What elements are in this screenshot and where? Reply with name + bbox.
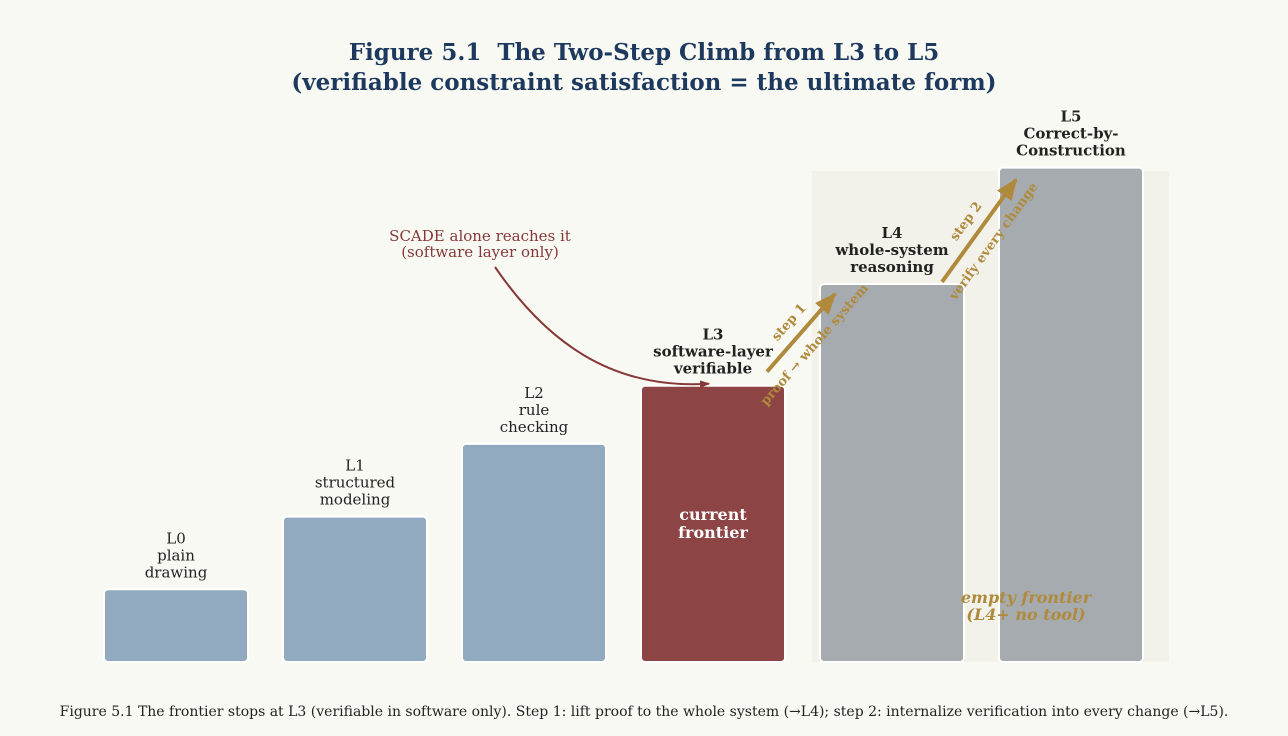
bar-l2 [461, 442, 607, 664]
bar-l0 [103, 588, 249, 664]
empty-frontier-label-line-1: empty frontier [961, 588, 1093, 607]
figure-caption: Figure 5.1 The frontier stops at L3 (ver… [59, 704, 1229, 720]
step-1-arrow [765, 292, 837, 374]
bar-label-l4-line-2: whole-system [834, 241, 948, 259]
bar-label-l5-line-1: L5 [1061, 108, 1082, 126]
bar-label-l2-line-2: rule [519, 401, 550, 419]
bar-label-l5-line-2: Correct-by- [1023, 125, 1118, 143]
bar-label-l3-line-1: L3 [703, 326, 724, 344]
step-1-label-line-1: step 1 [769, 301, 809, 344]
scade-arrow [494, 266, 710, 389]
current-frontier-label-line-1: current [679, 505, 747, 524]
bar-label-l0-line-1: L0 [166, 529, 186, 547]
current-frontier-label-line-2: frontier [678, 523, 748, 542]
chart-title-line-2: (verifiable constraint satisfaction = th… [291, 69, 997, 96]
bar-label-l1-line-3: modeling [320, 491, 391, 509]
scade-annotation-line-1: SCADE alone reaches it [389, 227, 571, 245]
bar-label-l0-line-2: plain [157, 546, 195, 564]
bar-l1 [282, 515, 428, 664]
bar-l5 [998, 166, 1144, 664]
bar-l3 [640, 384, 786, 663]
bar-label-l1-line-2: structured [315, 474, 396, 492]
scade-annotation-line-2: (software layer only) [401, 243, 559, 261]
bar-label-l3-line-3: verifiable [673, 360, 752, 378]
empty-frontier-label-line-2: (L4+ no tool) [966, 605, 1085, 624]
chart-title: Figure 5.1 The Two-Step Climb from L3 to… [0, 38, 1288, 98]
bar-label-l2-line-1: L2 [524, 384, 544, 402]
bar-label-l4-line-1: L4 [882, 224, 903, 242]
bar-label-l1-line-1: L1 [345, 457, 365, 475]
chart-title-line-1: Figure 5.1 The Two-Step Climb from L3 to… [348, 39, 940, 66]
step-2-arrow [940, 178, 1018, 284]
bar-label-l3-line-2: software-layer [653, 343, 774, 361]
bar-label-l5-line-3: Construction [1016, 142, 1126, 160]
bar-label-l0-line-3: drawing [145, 563, 208, 581]
bar-label-l4-line-3: reasoning [850, 258, 934, 276]
bar-label-l2-line-3: checking [500, 418, 569, 436]
bar-l4 [819, 282, 965, 663]
